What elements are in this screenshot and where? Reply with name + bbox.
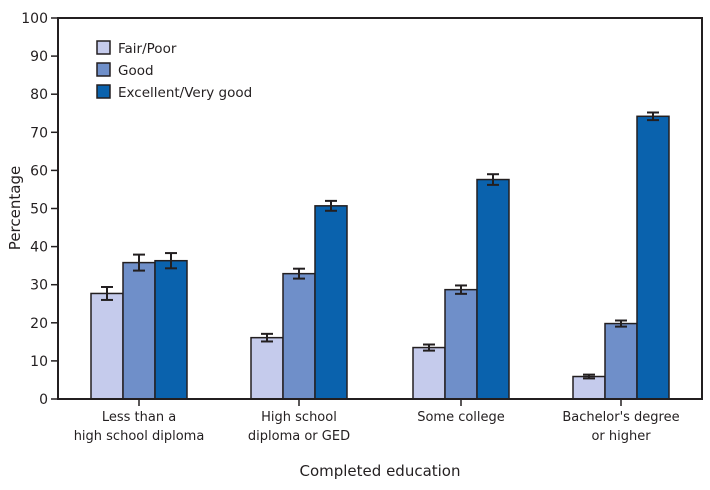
- legend-swatch: [96, 40, 111, 55]
- x-tick-label: diploma or GED: [248, 429, 350, 444]
- y-axis-label: Percentage: [6, 166, 24, 250]
- x-tick-label: Bachelor's degree: [562, 410, 679, 425]
- y-tick-label: 60: [30, 163, 48, 179]
- legend-swatch: [96, 62, 111, 77]
- legend-label: Good: [118, 63, 154, 79]
- y-tick-label: 20: [30, 316, 48, 332]
- x-tick-label: or higher: [591, 429, 651, 444]
- y-tick-label: 80: [30, 87, 48, 103]
- y-tick-label: 0: [39, 392, 48, 408]
- legend-label: Fair/Poor: [118, 41, 177, 57]
- y-tick-label: 10: [30, 354, 48, 370]
- y-tick-label: 100: [21, 11, 48, 27]
- bar: [412, 346, 446, 400]
- y-tick-label: 90: [30, 49, 48, 65]
- bar: [250, 336, 284, 400]
- x-tick-label: Less than a: [102, 410, 176, 425]
- y-tick-label: 40: [30, 240, 48, 256]
- x-tick-label: high school diploma: [74, 429, 205, 444]
- bar: [282, 272, 316, 400]
- bar: [636, 115, 670, 400]
- x-tick-label: High school: [261, 410, 337, 425]
- legend-label: Excellent/Very good: [118, 85, 252, 101]
- bar: [154, 259, 188, 400]
- x-axis-label: Completed education: [299, 462, 460, 480]
- x-tick-label: Some college: [417, 410, 505, 425]
- bar: [122, 261, 156, 400]
- bar: [572, 375, 606, 400]
- bar: [476, 178, 510, 400]
- legend-swatch: [96, 84, 111, 99]
- y-tick-label: 70: [30, 125, 48, 141]
- bar: [444, 288, 478, 400]
- y-tick-label: 30: [30, 278, 48, 294]
- bar: [604, 322, 638, 400]
- bar: [314, 205, 348, 400]
- y-tick-label: 50: [30, 202, 48, 218]
- bar: [90, 292, 124, 400]
